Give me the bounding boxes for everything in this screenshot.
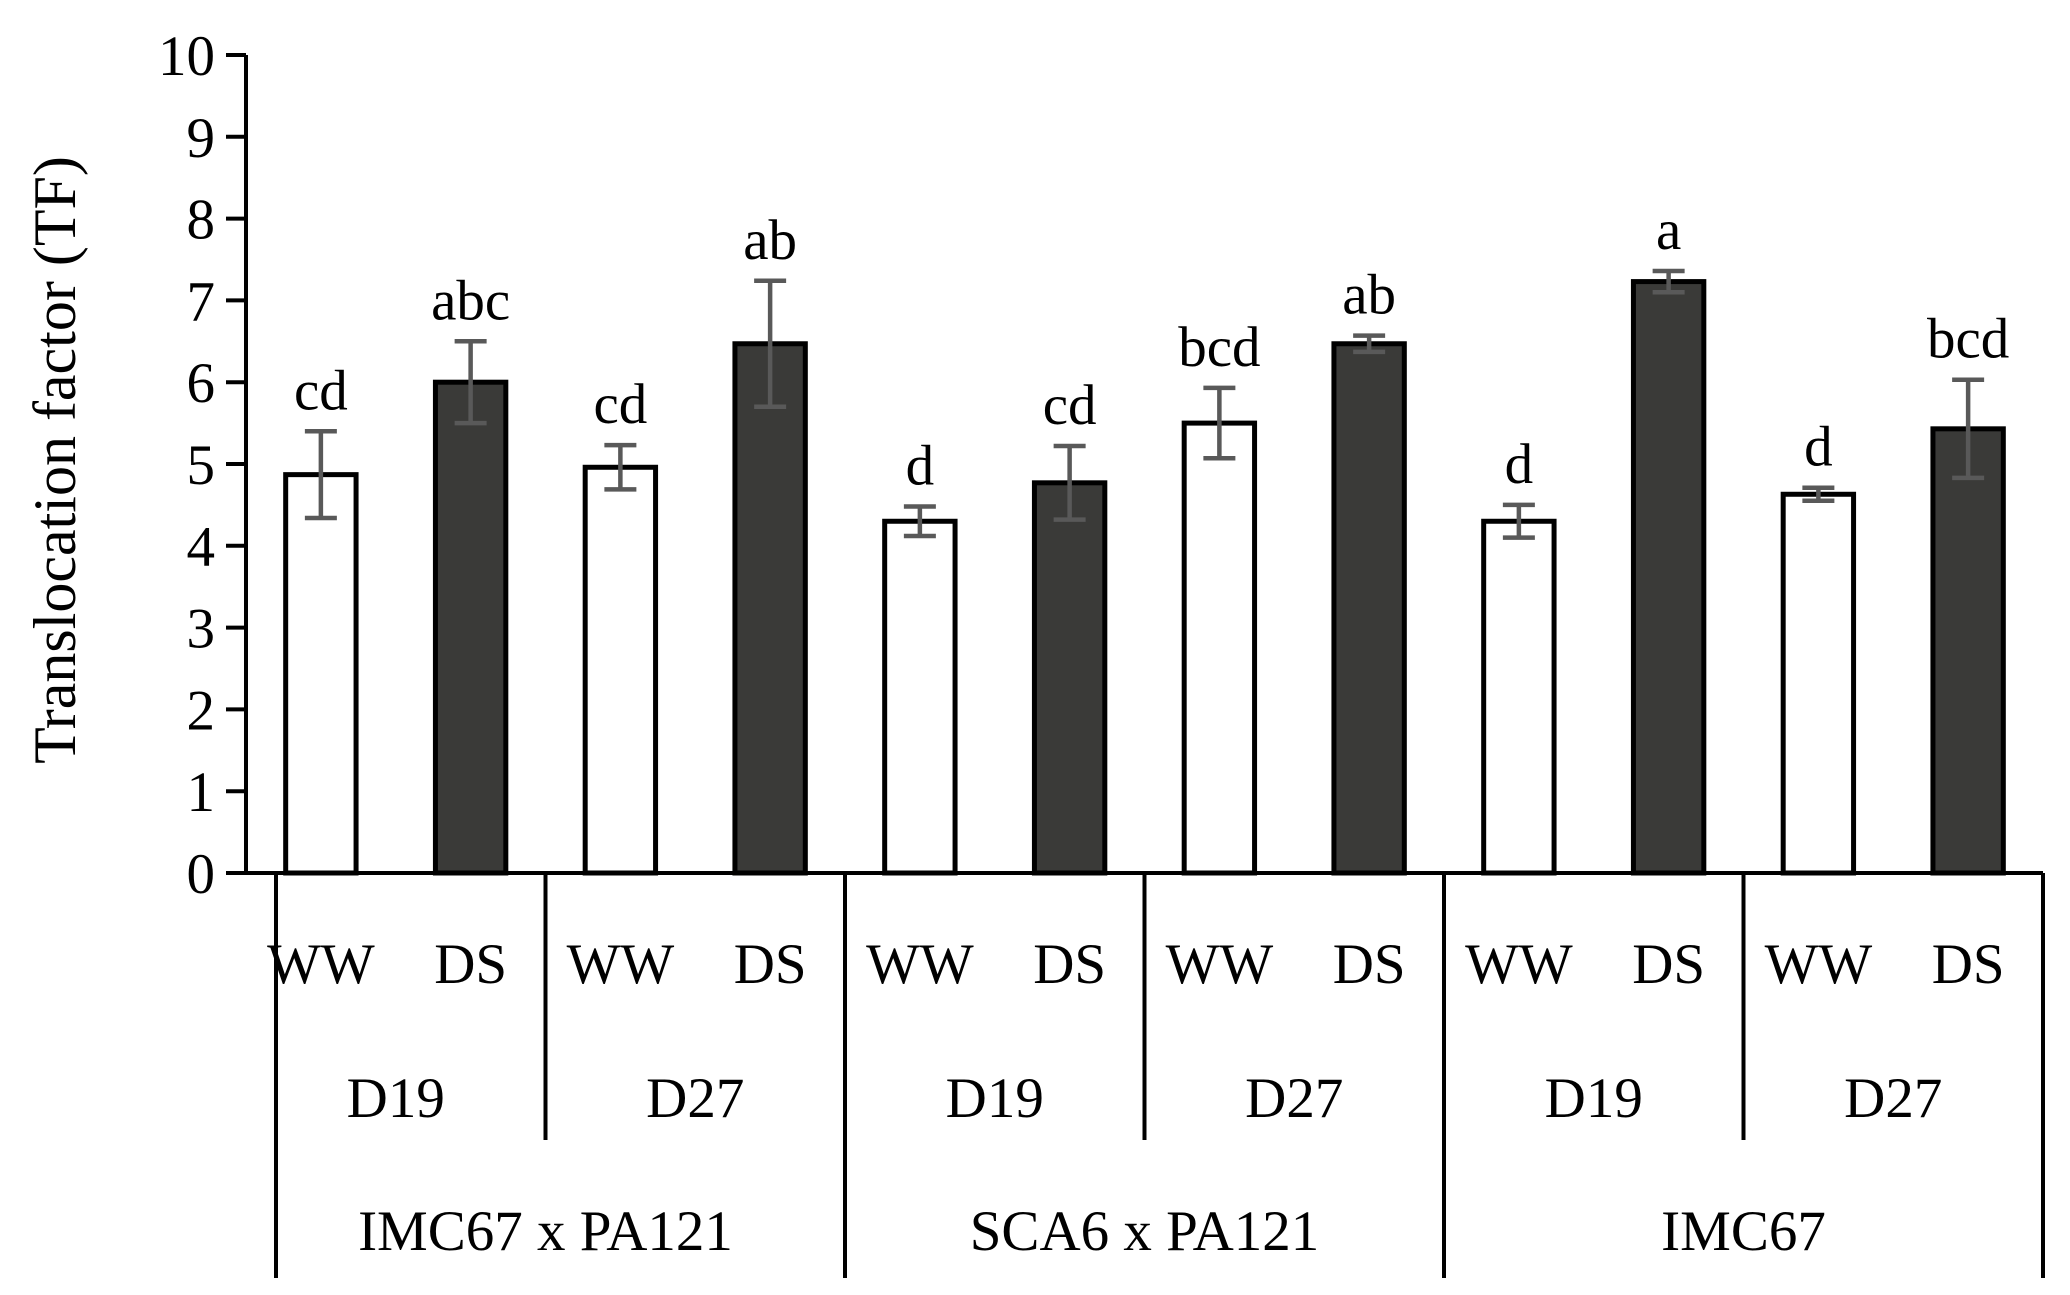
bar-ww	[1481, 518, 1557, 876]
significance-letter: abc	[431, 269, 510, 332]
bar-ww	[1780, 491, 1857, 876]
bar-ww	[582, 464, 659, 876]
bar-ds	[1331, 341, 1407, 876]
bar-ww	[882, 518, 958, 876]
treatment-label: WW	[866, 933, 974, 996]
treatment-label: WW	[1166, 933, 1274, 996]
y-tick-label: 6	[187, 352, 216, 415]
bar-ds	[1031, 480, 1108, 876]
y-tick-label: 2	[187, 679, 216, 742]
bar-ww	[1181, 420, 1258, 876]
significance-letter: d	[906, 435, 935, 498]
treatment-label: DS	[1033, 933, 1106, 996]
treatment-label: DS	[1333, 933, 1406, 996]
y-tick-label: 10	[158, 25, 215, 88]
y-tick-label: 0	[187, 843, 216, 906]
day-label: D27	[646, 1067, 744, 1130]
y-axis-title: Translocation factor (TF)	[22, 156, 88, 764]
y-tick-label: 4	[187, 516, 216, 579]
significance-letter: d	[1804, 416, 1833, 479]
significance-letter: cd	[1043, 374, 1097, 437]
y-tick-label: 7	[187, 270, 216, 333]
bar-ds	[1930, 426, 2006, 876]
significance-letter: ab	[1342, 264, 1396, 327]
significance-letter: cd	[294, 359, 348, 422]
treatment-label: WW	[1465, 933, 1573, 996]
bar-ds	[732, 341, 808, 876]
y-tick-label: 5	[187, 434, 216, 497]
day-label: D27	[1844, 1067, 1942, 1130]
significance-letter: d	[1505, 433, 1534, 496]
day-label: D19	[1545, 1067, 1643, 1130]
genotype-label: SCA6 x PA121	[970, 1200, 1320, 1263]
bar-ww	[283, 472, 359, 876]
significance-letter: ab	[743, 209, 797, 272]
bar-ds	[1630, 279, 1707, 876]
treatment-label: WW	[267, 933, 375, 996]
day-label: D19	[347, 1067, 445, 1130]
genotype-label: IMC67 x PA121	[358, 1200, 733, 1263]
treatment-label: WW	[1765, 933, 1873, 996]
genotype-label: IMC67	[1661, 1200, 1826, 1263]
y-tick-label: 3	[187, 598, 216, 661]
y-tick-label: 9	[187, 107, 216, 170]
bar-ds	[432, 379, 509, 876]
significance-letter: cd	[593, 373, 647, 436]
day-label: D27	[1245, 1067, 1343, 1130]
treatment-label: WW	[567, 933, 675, 996]
day-label: D19	[946, 1067, 1044, 1130]
treatment-label: DS	[434, 933, 507, 996]
y-tick-label: 1	[187, 761, 216, 824]
y-tick-label: 8	[187, 189, 216, 252]
treatment-label: DS	[1632, 933, 1705, 996]
significance-letter: bcd	[1927, 308, 2009, 371]
treatment-label: DS	[734, 933, 807, 996]
significance-letter: bcd	[1178, 316, 1260, 379]
significance-letter: a	[1656, 199, 1681, 262]
treatment-label: DS	[1932, 933, 2005, 996]
